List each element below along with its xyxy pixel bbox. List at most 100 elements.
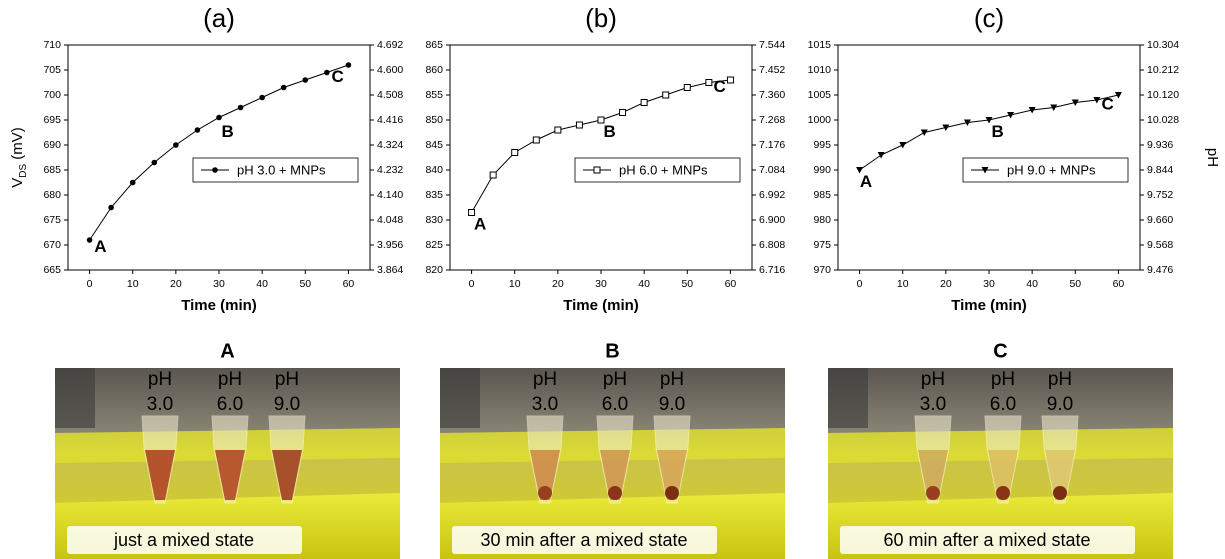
tube-label: 3.0 <box>532 394 558 415</box>
tube-sediment <box>1053 486 1067 500</box>
photo-blur <box>55 368 95 428</box>
tube-label: pH <box>148 369 172 390</box>
tube-liquid <box>145 450 175 500</box>
x-tick-label: 0 <box>857 278 863 290</box>
legend-label: pH 9.0 + MNPs <box>1007 162 1096 177</box>
chart-panel: (a) 665 670 675 680 685 690 695 700 705 710 3.864 3.… <box>9 3 403 314</box>
y-tick-label: 700 <box>43 89 61 101</box>
x-axis-label: Time (min) <box>951 297 1027 314</box>
marker <box>856 167 864 174</box>
marker <box>920 129 928 136</box>
y2-tick-label: 7.544 <box>759 39 785 51</box>
y-tick-label: 675 <box>43 214 61 226</box>
series-line <box>471 79 731 213</box>
photo-image: pH 3.0 pH 6.0 pH 9.0 30 min after a mixed stat… <box>440 368 785 559</box>
plot-frame <box>837 44 1141 271</box>
photo: CpH 3.0 pH 6.0 pH 9.0 60 min after a mixed sta… <box>828 340 1173 559</box>
y-tick-label: 830 <box>425 214 443 226</box>
marker <box>985 117 993 124</box>
tube-liquid <box>530 450 560 500</box>
y-axis-label-part: DS <box>18 164 29 178</box>
photo: ApH 3.0 pH 6.0 pH 9.0 just a mixed state <box>55 340 400 559</box>
y2-tick-label: 6.716 <box>759 264 785 276</box>
x-tick-label: 40 <box>1026 278 1038 290</box>
x-tick-label: 10 <box>127 278 139 290</box>
x-tick-label: 30 <box>595 278 607 290</box>
y-axis-label-part: (mV) <box>9 127 26 164</box>
tube-label: pH <box>218 369 242 390</box>
tube-label: 3.0 <box>920 394 946 415</box>
y-tick-label: 690 <box>43 139 61 151</box>
y2-tick-label: 7.360 <box>759 89 785 101</box>
marker <box>640 99 648 106</box>
marker <box>489 171 497 179</box>
photo-title: A <box>220 340 234 362</box>
chart-title: (a) <box>203 3 235 33</box>
marker <box>216 114 222 121</box>
chart-title: (c) <box>974 3 1004 33</box>
legend-label: pH 6.0 + MNPs <box>619 162 708 177</box>
tube-liquid <box>215 450 245 500</box>
y-tick-label: 710 <box>43 39 61 51</box>
chart-title: (b) <box>585 3 617 33</box>
y-tick-label: 850 <box>425 114 443 126</box>
y-tick-label: 1000 <box>808 114 832 126</box>
plot-frame <box>67 44 371 271</box>
y-tick-label: 865 <box>425 39 443 51</box>
y2-tick-label: 9.568 <box>1147 239 1173 251</box>
tube-label: 6.0 <box>602 394 628 415</box>
y2-tick-label: 4.048 <box>377 214 403 226</box>
marker <box>324 69 330 76</box>
tube-label: pH <box>991 369 1015 390</box>
marker <box>877 152 885 159</box>
x-tick-label: 10 <box>897 278 909 290</box>
annotation: A <box>94 237 106 256</box>
y-tick-label: 695 <box>43 114 61 126</box>
photo-image: pH 3.0 pH 6.0 pH 9.0 just a mixed state <box>55 368 400 559</box>
x-tick-label: 60 <box>725 278 737 290</box>
x-axis-label: Time (min) <box>181 297 257 314</box>
y2-tick-label: 7.176 <box>759 139 785 151</box>
marker <box>1093 97 1101 104</box>
tube-liquid <box>988 450 1018 500</box>
y2-tick-label: 6.900 <box>759 214 785 226</box>
x-tick-label: 40 <box>638 278 650 290</box>
x-axis-label: Time (min) <box>563 297 639 314</box>
tube-liquid <box>272 450 302 500</box>
marker <box>899 142 907 149</box>
tube-label: pH <box>660 369 684 390</box>
caption-box <box>840 526 1135 554</box>
y2-tick-label: 4.508 <box>377 89 403 101</box>
x-tick-label: 20 <box>940 278 952 290</box>
marker <box>726 76 734 84</box>
photo-caption: 60 min after a mixed state <box>883 530 1090 550</box>
marker <box>302 77 309 83</box>
marker <box>194 127 201 133</box>
photo-title: B <box>605 340 619 362</box>
y-tick-label: 1015 <box>808 39 832 51</box>
tube-sediment <box>996 486 1010 500</box>
marker <box>532 136 540 144</box>
tube-label: pH <box>275 369 299 390</box>
photo-image: pH 3.0 pH 6.0 pH 9.0 60 min after a mixed stat… <box>828 368 1173 559</box>
marker <box>129 179 136 186</box>
photo-blur <box>440 368 480 428</box>
tube-liquid <box>657 450 687 500</box>
series-line <box>89 64 349 241</box>
marker <box>1028 107 1036 114</box>
y2-tick-label: 4.140 <box>377 189 403 201</box>
marker <box>1050 104 1058 111</box>
annotation: B <box>991 122 1003 141</box>
y-tick-label: 970 <box>813 264 831 276</box>
y-tick-label: 975 <box>813 239 831 251</box>
x-tick-label: 60 <box>343 278 355 290</box>
marker <box>1114 92 1122 99</box>
photo: BpH 3.0 pH 6.0 pH 9.0 30 min after a mixed sta… <box>440 340 785 559</box>
y-tick-label: 665 <box>43 264 61 276</box>
tube-label: 3.0 <box>147 394 173 415</box>
y2-tick-label: 9.752 <box>1147 189 1173 201</box>
tube-label: 9.0 <box>274 394 300 415</box>
marker <box>151 159 158 166</box>
marker <box>963 119 971 126</box>
